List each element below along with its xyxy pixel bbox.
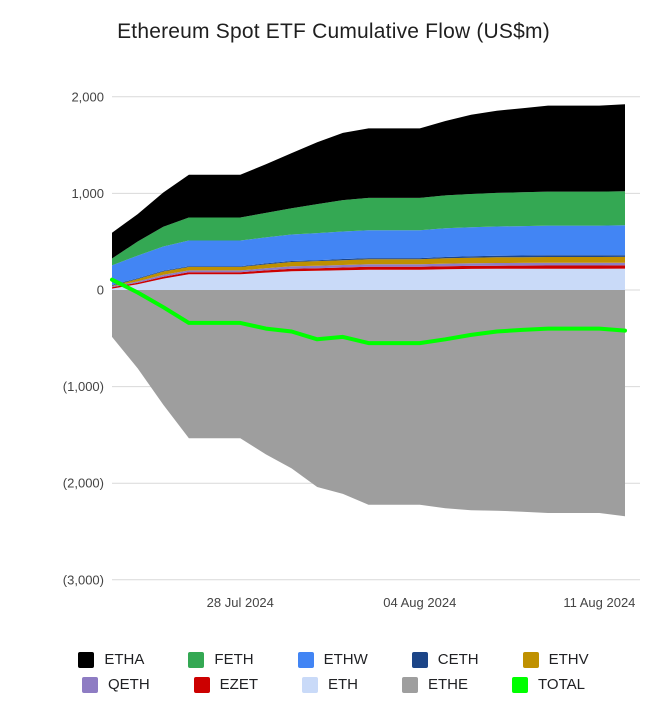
legend-item-ceth: CETH [411,651,479,668]
legend-swatch-ethe-icon [402,677,419,693]
legend-row: QETH EZET ETH ETHE TOTAL [0,677,667,693]
y-tick-label: 0 [97,283,104,298]
area-ethw [112,225,625,286]
legend-swatch-ethv-icon [522,652,539,668]
total-line [110,277,627,346]
legend-swatch-total-icon [512,677,529,693]
x-tick-label: 11 Aug 2024 [563,595,635,610]
plot-area: 2,000 1,000 0 (1,000) (2,000) (3,000) 28 Jul 2… [63,89,640,610]
area-ethv [112,256,625,287]
area-ethe [112,290,625,517]
legend-label: ETHA [104,651,145,668]
legend-swatch-ezet-icon [193,677,210,693]
legend-item-total: TOTAL [512,677,585,693]
legend-label: TOTAL [538,676,585,693]
chart-title: Ethereum Spot ETF Cumulative Flow (US$m) [117,20,550,43]
legend-item-ethw: ETHW [297,651,368,668]
area-etha [112,104,625,259]
y-tick-label: (3,000) [63,572,104,587]
area-qeth [112,262,625,288]
area-ezet [112,265,625,289]
area-eth [112,268,625,290]
legend-swatch-etha-icon [78,652,95,668]
legend-swatch-eth-icon [302,677,319,693]
legend-item-ezet: EZET [193,676,259,693]
y-tick-label: (2,000) [63,476,104,491]
legend-label: ETHE [428,676,469,693]
legend-label: FETH [214,651,254,668]
legend-label: CETH [437,651,479,668]
legend-item-feth: FETH [188,651,254,668]
y-tick-label: 1,000 [71,186,104,201]
legend-label: ETH [328,676,359,693]
legend-item-ethv: ETHV [522,651,589,668]
legend-label: ETHV [548,651,589,668]
legend-row: ETHA FETH ETHW CETH ETHV [0,652,667,668]
legend-item-qeth: QETH [82,677,150,693]
x-tick-label: 04 Aug 2024 [383,595,456,610]
area-feth [112,191,625,266]
y-tick-label: (1,000) [63,379,104,394]
legend-swatch-feth-icon [188,652,205,668]
legend-label: QETH [108,676,150,693]
legend-item-ethe: ETHE [402,677,468,693]
legend-item-etha: ETHA [78,652,144,668]
legend-swatch-ethw-icon [297,652,314,668]
legend-swatch-ceth-icon [411,652,428,668]
y-tick-label: 2,000 [71,89,104,104]
legend: ETHA FETH ETHW CETH ETHV QETH EZET ETH ETHE TOTAL [0,652,667,702]
legend-swatch-qeth-icon [82,677,98,693]
legend-label: ETHW [323,651,368,668]
legend-label: EZET [219,676,259,693]
legend-item-eth: ETH [302,677,358,693]
x-tick-label: 28 Jul 2024 [207,595,274,610]
